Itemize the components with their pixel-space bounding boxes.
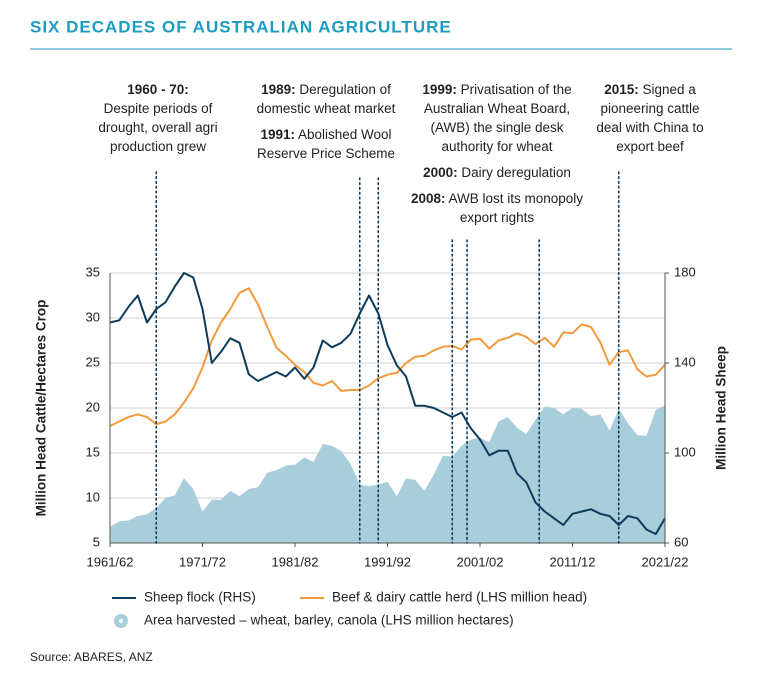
source: Source: ABARES, ANZ bbox=[30, 650, 153, 664]
line bbox=[109, 272, 666, 535]
x-tick-label: 1991/92 bbox=[364, 554, 411, 569]
y-tick-label: 15 bbox=[86, 444, 100, 459]
y2-tick-label: 180 bbox=[674, 264, 696, 279]
event: 2000: Dairy deregulation bbox=[408, 163, 586, 182]
event-label: 2008: bbox=[410, 191, 446, 206]
event-label: 1989: bbox=[261, 82, 296, 97]
event-text: Deregulation of domestic wheat market bbox=[256, 82, 396, 116]
event-label: 2015: bbox=[604, 82, 639, 97]
event-text: Privatisation of the Australian Wheat Bo… bbox=[423, 82, 572, 154]
event: 1989: Deregulation of domestic wheat mar… bbox=[251, 80, 401, 118]
x-tick-label: 1971/72 bbox=[179, 554, 226, 569]
area bbox=[110, 405, 665, 543]
y-tick-label: 35 bbox=[86, 264, 100, 279]
y2-axis-label: Million Head Sheep bbox=[714, 346, 729, 470]
annotation: 1960 - 70: Despite periods of drought, o… bbox=[93, 80, 223, 163]
y2-tick-label: 140 bbox=[674, 354, 696, 369]
event: 1991: Abolished Wool Reserve Price Schem… bbox=[251, 125, 401, 163]
event: 1960 - 70: Despite periods of drought, o… bbox=[93, 80, 223, 156]
annotation: 2015: Signed a pioneering cattle deal wi… bbox=[594, 80, 706, 163]
annotation: 1989: Deregulation of domestic wheat mar… bbox=[251, 80, 401, 170]
event-label: 1960 - 70: bbox=[127, 82, 189, 97]
y-tick-label: 10 bbox=[86, 489, 100, 504]
event-text: Signed a pioneering cattle deal with Chi… bbox=[596, 82, 704, 154]
event-text: Abolished Wool Reserve Price Scheme bbox=[256, 127, 396, 161]
legend-label: Area harvested – wheat, barley, canola (… bbox=[144, 613, 514, 628]
legend-swatch-dot bbox=[119, 619, 123, 623]
event: 2015: Signed a pioneering cattle deal wi… bbox=[594, 80, 706, 156]
y-axis-label: Million Head Cattle/Hectares Crop bbox=[34, 300, 49, 517]
chart-title: SIX DECADES OF AUSTRALIAN AGRICULTURE bbox=[30, 17, 452, 36]
legend-label: Beef & dairy cattle herd (LHS million he… bbox=[332, 590, 587, 605]
y-tick-label: 5 bbox=[93, 534, 100, 549]
event: 1999: Privatisation of the Australian Wh… bbox=[408, 80, 586, 156]
y-tick-label: 30 bbox=[86, 309, 100, 324]
x-tick-label: 2011/12 bbox=[549, 554, 595, 569]
y2-tick-label: 60 bbox=[674, 534, 688, 549]
event-label: 1991: bbox=[260, 127, 295, 142]
y2-tick-label: 100 bbox=[674, 444, 696, 459]
event: 2008: AWB lost its monopoly export right… bbox=[408, 189, 586, 227]
event-text: Despite periods of drought, overall agri… bbox=[98, 101, 218, 154]
event-label: 2000: bbox=[423, 165, 458, 180]
x-tick-label: 1961/62 bbox=[87, 554, 134, 569]
event-label: 1999: bbox=[422, 82, 457, 97]
x-tick-label: 2001/02 bbox=[457, 554, 504, 569]
x-tick-label: 2021/22 bbox=[642, 554, 689, 569]
legend-label: Sheep flock (RHS) bbox=[144, 590, 256, 605]
event-text: AWB lost its monopoly export rights bbox=[448, 191, 584, 225]
y-tick-label: 20 bbox=[86, 399, 100, 414]
annotation: 1999: Privatisation of the Australian Wh… bbox=[408, 80, 586, 234]
x-tick-label: 1981/82 bbox=[272, 554, 319, 569]
event-text: Dairy deregulation bbox=[461, 165, 571, 180]
y-tick-label: 25 bbox=[86, 354, 100, 369]
line bbox=[109, 287, 666, 427]
